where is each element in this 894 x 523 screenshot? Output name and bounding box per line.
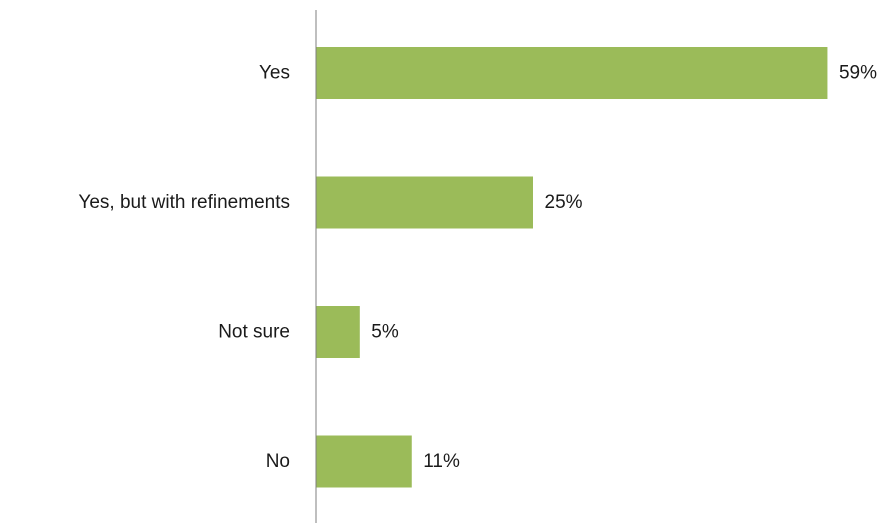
bar: [316, 306, 360, 358]
bar: [316, 435, 412, 488]
value-labels: 59% 25% 5% 11%: [371, 63, 877, 473]
bar: [316, 176, 533, 229]
value-label: 11%: [423, 451, 460, 472]
bars-group: [316, 47, 828, 488]
value-label: 59%: [839, 63, 877, 84]
bar: [316, 47, 828, 99]
category-label: Not sure: [218, 322, 290, 343]
category-label: No: [266, 451, 290, 472]
category-label: Yes: [259, 63, 290, 84]
value-label: 25%: [545, 192, 583, 213]
category-labels: Yes Yes, but with refinements Not sure No: [78, 63, 290, 473]
category-label: Yes, but with refinements: [78, 192, 290, 213]
value-label: 5%: [371, 322, 399, 343]
